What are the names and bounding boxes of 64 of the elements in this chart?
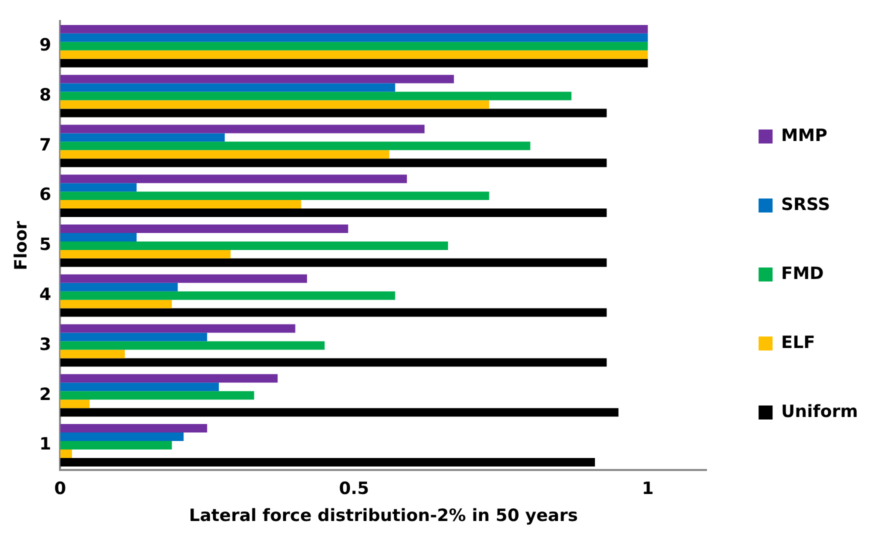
bar xyxy=(60,300,172,308)
y-tick-label: 1 xyxy=(39,434,52,455)
bar xyxy=(60,208,607,218)
y-tick-label: 2 xyxy=(39,384,52,405)
bar xyxy=(60,174,407,184)
bar xyxy=(60,441,172,450)
legend-label: MMP xyxy=(781,126,828,146)
bar xyxy=(60,258,607,267)
bar xyxy=(60,382,219,392)
bar xyxy=(60,92,572,100)
bar xyxy=(60,374,278,383)
bar xyxy=(60,332,208,342)
bar xyxy=(60,241,448,250)
bar xyxy=(60,224,348,233)
y-tick-label: 3 xyxy=(39,334,52,355)
bar xyxy=(60,250,231,258)
y-tick-label: 6 xyxy=(39,185,52,206)
bar xyxy=(60,408,618,417)
bar xyxy=(60,449,72,458)
bar xyxy=(60,200,302,209)
x-tick-label: 1 xyxy=(642,478,654,499)
y-tick-label: 9 xyxy=(39,36,52,56)
bar xyxy=(60,341,325,350)
bar xyxy=(60,24,648,34)
bar xyxy=(60,291,396,300)
y-axis-title: Floor xyxy=(12,220,32,270)
y-tick-label: 5 xyxy=(39,235,52,256)
bar xyxy=(60,33,648,42)
bar xyxy=(60,150,390,159)
bar xyxy=(60,158,607,168)
bar xyxy=(60,274,308,283)
bar xyxy=(60,108,607,118)
bar xyxy=(60,183,137,192)
bar xyxy=(60,74,454,84)
bar xyxy=(60,133,225,142)
bar xyxy=(60,83,396,92)
bar xyxy=(60,350,125,358)
bar xyxy=(60,391,254,400)
bar xyxy=(60,458,595,466)
bar xyxy=(60,282,178,292)
y-tick-label: 7 xyxy=(39,135,52,156)
bar xyxy=(60,232,137,242)
x-axis-title: Lateral force distribution-2% in 50 years xyxy=(188,506,578,526)
bar xyxy=(60,324,296,333)
y-tick-label: 4 xyxy=(39,285,52,306)
y-tick-label: 8 xyxy=(39,85,52,106)
legend-label: FMD xyxy=(781,264,824,284)
legend-label: ELF xyxy=(781,332,816,353)
bar xyxy=(60,142,530,150)
x-tick-label: 0 xyxy=(54,478,66,499)
bar xyxy=(60,308,607,317)
bar xyxy=(60,100,490,109)
x-tick-label: 0.5 xyxy=(338,478,370,499)
bar xyxy=(60,432,184,442)
legend-label: SRSS xyxy=(781,194,830,215)
bar xyxy=(60,124,425,134)
bar xyxy=(60,58,648,68)
bar xyxy=(60,358,607,367)
bar xyxy=(60,424,208,433)
bar xyxy=(60,192,490,200)
bar xyxy=(60,400,90,408)
legend-label: Uniform xyxy=(781,402,858,422)
bar xyxy=(60,50,648,59)
bar xyxy=(60,42,648,50)
